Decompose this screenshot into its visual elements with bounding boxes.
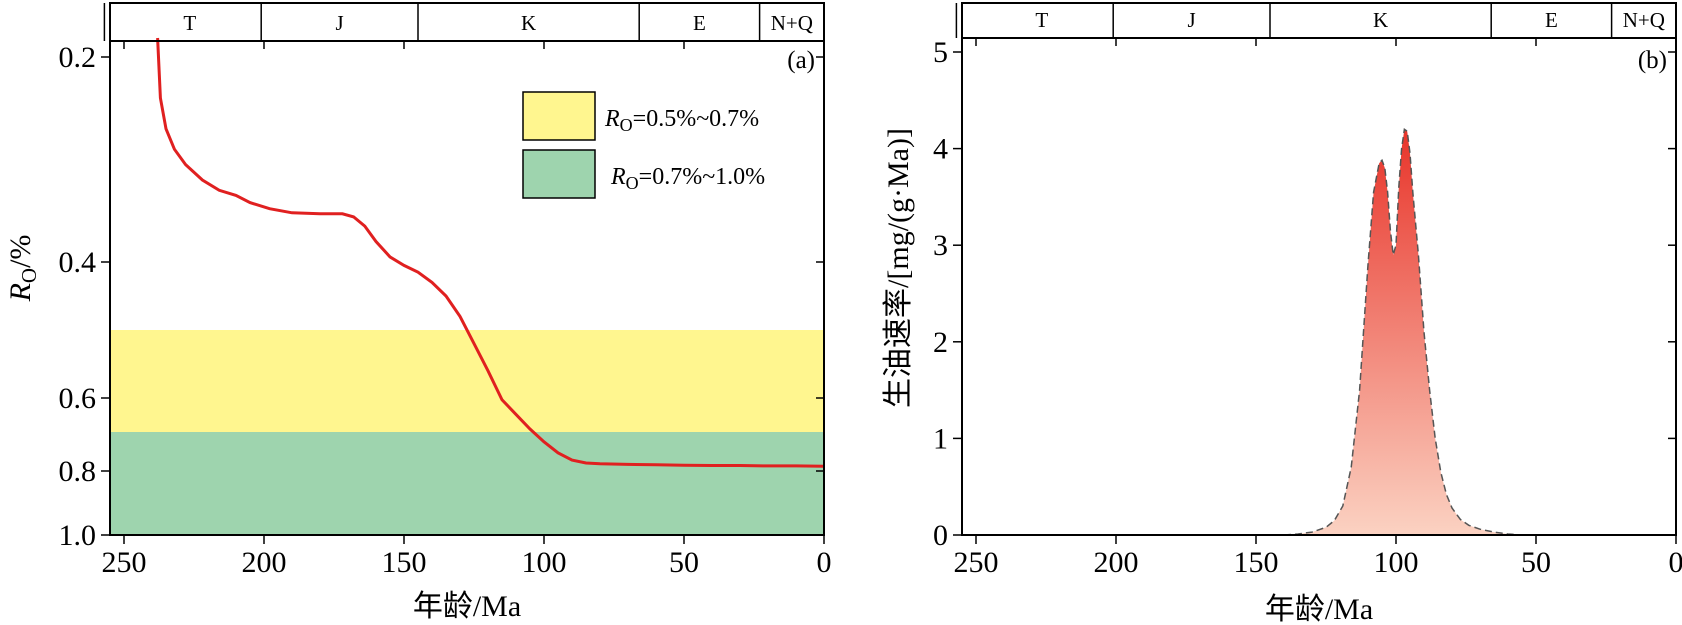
- x-tick-label: 200: [242, 546, 287, 579]
- x-tick-label: 0: [1669, 546, 1682, 579]
- x-tick-label: 50: [1521, 546, 1551, 579]
- x-tick-label: 50: [669, 546, 699, 579]
- y-tick-label: 4: [933, 133, 948, 166]
- panel-b-frame: [961, 2, 1677, 536]
- y-tick-label: 0: [933, 519, 948, 552]
- y-axis-title: RO/%: [4, 235, 41, 303]
- period-label: J: [336, 11, 344, 35]
- x-tick-label: 250: [954, 546, 999, 579]
- panel-b: T J K E N+Q (b) 250 200 150 100 50 0 0 1 2 3 4 5 年龄/Ma…: [882, 2, 1682, 625]
- x-axis: 250 200 150 100 50 0: [102, 41, 832, 579]
- y-tick-label: 2: [933, 326, 948, 359]
- y-axis-title: 生油速率/[mg/(g·Ma)]: [882, 128, 915, 408]
- x-tick-label: 150: [382, 546, 427, 579]
- x-tick-label: 200: [1094, 546, 1139, 579]
- x-tick-label: 150: [1234, 546, 1279, 579]
- legend-entry: RO=0.5%~0.7%: [604, 106, 759, 135]
- y-tick-label: 0.8: [59, 455, 97, 488]
- x-tick-label: 250: [102, 546, 147, 579]
- oil-rate-area: [1283, 128, 1523, 536]
- y-tick-label: 0.6: [59, 382, 97, 415]
- x-axis-title: 年龄/Ma: [1265, 593, 1373, 625]
- period-label: E: [1545, 8, 1558, 32]
- x-axis: 250 200 150 100 50 0: [954, 38, 1682, 579]
- y-axis: 0.2 0.4 0.6 0.8 1.0: [59, 41, 824, 552]
- period-bar: T J K E N+Q: [955, 3, 1665, 38]
- period-label: T: [1035, 8, 1048, 32]
- panel-a-frame: [109, 2, 825, 536]
- period-label: K: [521, 11, 536, 35]
- legend-entry: RO=0.7%~1.0%: [610, 164, 765, 193]
- period-label: J: [1188, 8, 1196, 32]
- x-tick-label: 100: [522, 546, 567, 579]
- legend-swatch: [522, 91, 596, 141]
- legend: RO=0.5%~0.7% RO=0.7%~1.0%: [522, 91, 765, 199]
- period-label: K: [1373, 8, 1388, 32]
- period-bar: T J K E N+Q: [103, 3, 813, 41]
- maturity-bands: [110, 330, 824, 535]
- band: [110, 432, 824, 535]
- x-axis-title: 年龄/Ma: [413, 590, 521, 623]
- x-tick-label: 0: [817, 546, 832, 579]
- y-tick-label: 5: [933, 36, 948, 69]
- period-label: E: [693, 11, 706, 35]
- x-tick-label: 100: [1374, 546, 1419, 579]
- y-tick-label: 3: [933, 229, 948, 262]
- period-label: T: [183, 11, 196, 35]
- panel-label: (a): [787, 47, 815, 74]
- period-label: N+Q: [771, 11, 813, 35]
- period-label: N+Q: [1623, 8, 1665, 32]
- panel-label: (b): [1638, 47, 1667, 74]
- panel-a: T J K E N+Q (a) 250 200 150 100 50 0 0.2 0.4 0.6 0.8…: [4, 2, 832, 623]
- y-tick-label: 0.4: [59, 246, 97, 279]
- y-axis: 0 1 2 3 4 5: [933, 36, 1676, 552]
- y-tick-label: 1.0: [59, 519, 97, 552]
- y-tick-label: 0.2: [59, 41, 97, 74]
- y-tick-label: 1: [933, 422, 948, 455]
- band: [110, 330, 824, 432]
- ro-curve: [156, 37, 825, 468]
- legend-swatch: [522, 149, 596, 199]
